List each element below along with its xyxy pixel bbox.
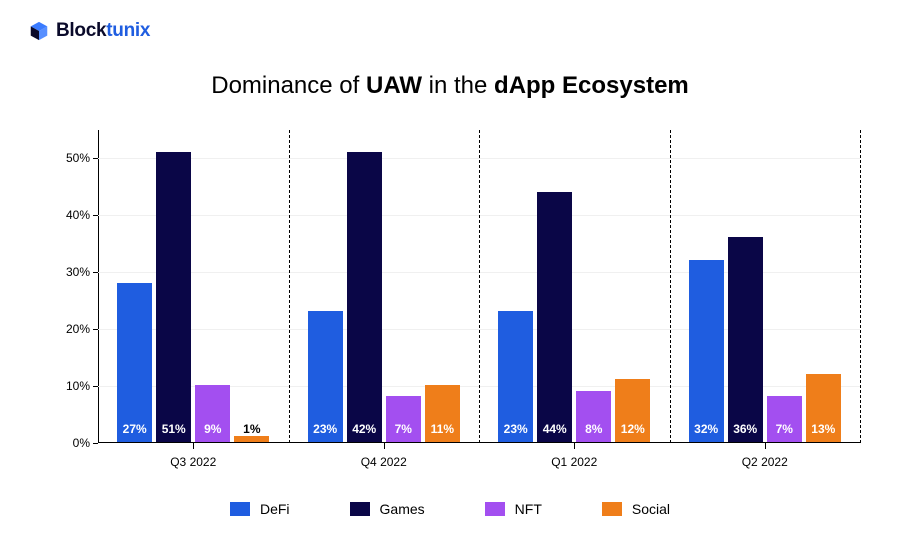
legend-item-defi: DeFi [230, 501, 290, 517]
title-bold2: dApp Ecosystem [494, 72, 689, 99]
legend-item-nft: NFT [485, 501, 542, 517]
plot: 27%51%9%1%Q3 202223%42%7%11%Q4 202223%44… [98, 130, 860, 443]
legend-swatch [485, 502, 505, 516]
chart-plot-area: 0%10%20%30%40%50% 27%51%9%1%Q3 202223%42… [98, 130, 860, 443]
x-axis-label: Q2 2022 [742, 455, 788, 469]
x-axis-label: Q1 2022 [551, 455, 597, 469]
bar-games: 51% [156, 152, 191, 442]
cube-icon [28, 20, 50, 42]
title-bold1: UAW [366, 72, 422, 99]
brand-name-part2: tunix [106, 20, 150, 41]
bar-value-label: 32% [689, 422, 724, 436]
bar-nft: 8% [576, 391, 611, 442]
y-tick-label: 10% [66, 379, 90, 393]
bar-value-label: 8% [576, 422, 611, 436]
chart-title: Dominance of UAW in the dApp Ecosystem [0, 72, 900, 100]
bar-value-label: 1% [234, 422, 269, 436]
bar-value-label: 44% [537, 422, 572, 436]
legend-swatch [350, 502, 370, 516]
legend: DeFi Games NFT Social [0, 501, 900, 517]
bar-games: 44% [537, 192, 572, 442]
bar-group: 32%36%7%13%Q2 2022 [670, 130, 861, 443]
bar-value-label: 7% [767, 422, 802, 436]
bar-defi: 27% [117, 283, 152, 442]
legend-swatch [602, 502, 622, 516]
y-tick-mark [93, 443, 98, 444]
legend-label: Social [632, 501, 670, 517]
bar-defi: 32% [689, 260, 724, 442]
legend-item-games: Games [350, 501, 425, 517]
legend-label: DeFi [260, 501, 290, 517]
brand-name: Blocktunix [56, 20, 150, 42]
x-tick-mark [765, 443, 766, 449]
bar-value-label: 42% [347, 422, 382, 436]
bar-value-label: 23% [498, 422, 533, 436]
bar-games: 42% [347, 152, 382, 442]
bar-value-label: 11% [425, 422, 460, 436]
title-pre: Dominance of [211, 72, 366, 99]
y-tick-label: 30% [66, 265, 90, 279]
bar-nft: 7% [386, 396, 421, 442]
bar-games: 36% [728, 237, 763, 442]
bar-defi: 23% [498, 311, 533, 442]
bar-social: 13% [806, 374, 841, 442]
bar-nft: 9% [195, 385, 230, 442]
y-axis: 0%10%20%30%40%50% [50, 130, 94, 443]
bar-group: 27%51%9%1%Q3 2022 [98, 130, 289, 443]
y-tick-label: 40% [66, 208, 90, 222]
x-tick-mark [574, 443, 575, 449]
bar-value-label: 7% [386, 422, 421, 436]
bar-value-label: 36% [728, 422, 763, 436]
legend-swatch [230, 502, 250, 516]
bar-social: 1% [234, 436, 269, 442]
bar-value-label: 27% [117, 422, 152, 436]
x-axis-label: Q3 2022 [170, 455, 216, 469]
x-axis-label: Q4 2022 [361, 455, 407, 469]
y-tick-label: 0% [73, 436, 90, 450]
bar-value-label: 13% [806, 422, 841, 436]
bar-defi: 23% [308, 311, 343, 442]
bar-social: 11% [425, 385, 460, 442]
y-tick-label: 50% [66, 151, 90, 165]
bar-social: 12% [615, 379, 650, 442]
legend-label: Games [380, 501, 425, 517]
bar-value-label: 51% [156, 422, 191, 436]
y-tick-label: 20% [66, 322, 90, 336]
x-tick-mark [193, 443, 194, 449]
bar-group: 23%42%7%11%Q4 2022 [289, 130, 480, 443]
bar-value-label: 9% [195, 422, 230, 436]
bar-value-label: 23% [308, 422, 343, 436]
bar-value-label: 12% [615, 422, 650, 436]
legend-label: NFT [515, 501, 542, 517]
brand-logo: Blocktunix [28, 20, 150, 42]
group-separator [860, 130, 861, 443]
brand-name-part1: Block [56, 20, 106, 41]
bar-nft: 7% [767, 396, 802, 442]
x-tick-mark [384, 443, 385, 449]
legend-item-social: Social [602, 501, 670, 517]
title-mid: in the [422, 72, 494, 99]
bar-group: 23%44%8%12%Q1 2022 [479, 130, 670, 443]
